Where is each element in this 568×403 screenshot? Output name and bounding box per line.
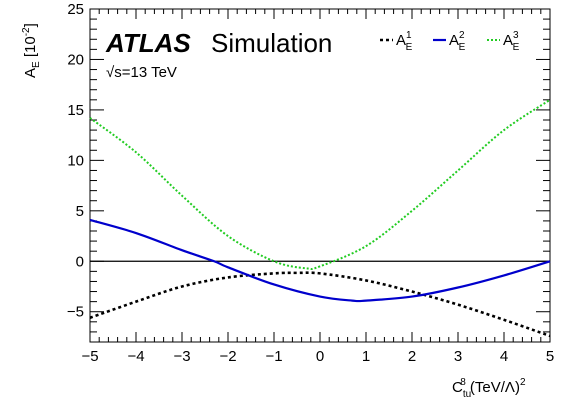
y-axis-label-base: A: [22, 68, 39, 78]
x-tick-label: 5: [546, 348, 554, 365]
x-tick-label: 1: [362, 348, 370, 365]
x-tick-label: −2: [219, 348, 236, 365]
y-tick-label: 5: [76, 203, 84, 220]
x-axis-label-unit: (TeV/Λ): [466, 379, 520, 396]
experiment-label: ATLAS: [105, 28, 191, 58]
x-tick-label: −5: [81, 348, 98, 365]
x-axis-label-sub: tu: [463, 389, 471, 400]
series-line-3: [89, 98, 551, 271]
series-lines: [89, 98, 551, 338]
x-axis-label: Ctu8 (TeV/Λ)2: [452, 377, 526, 400]
x-tick-label: 0: [316, 348, 324, 365]
y-axis-label-sub: E: [31, 61, 42, 68]
y-axis-label: AE [10-2]: [21, 23, 42, 78]
y-axis-label-unit-sup: -2: [21, 27, 32, 36]
x-tick-label: −4: [127, 348, 144, 365]
x-tick-label: 2: [408, 348, 416, 365]
x-tick-label: 3: [454, 348, 462, 365]
energy-label: √s=13 TeV: [106, 64, 177, 81]
y-axis-label-close: ]: [22, 23, 39, 27]
y-tick-label: 20: [67, 51, 84, 68]
y-tick-label: −5: [67, 304, 84, 321]
simulation-label: Simulation: [211, 28, 332, 58]
legend-label-3: A3 E: [503, 30, 520, 53]
y-tick-label: 10: [67, 152, 84, 169]
legend-label-1: A1 E: [396, 30, 413, 53]
legend-label-2: A2 E: [449, 30, 466, 53]
x-axis-label-unit-sup: 2: [520, 377, 526, 388]
x-axis-label-base: C: [452, 379, 463, 396]
series-line-1: [89, 271, 551, 338]
y-tick-label: 25: [67, 1, 84, 18]
x-tick-label: −1: [265, 348, 282, 365]
y-tick-label: 0: [76, 253, 84, 270]
y-axis-label-unit: [10: [22, 36, 39, 61]
y-tick-label: 15: [67, 102, 84, 119]
plot-frame: [89, 8, 551, 343]
x-axis-label-sup: 8: [460, 377, 466, 388]
legend: A1 E A2 E A3 E: [380, 30, 520, 53]
series-line-2: [89, 218, 551, 303]
x-tick-label: −3: [173, 348, 190, 365]
x-tick-label: 4: [500, 348, 508, 365]
